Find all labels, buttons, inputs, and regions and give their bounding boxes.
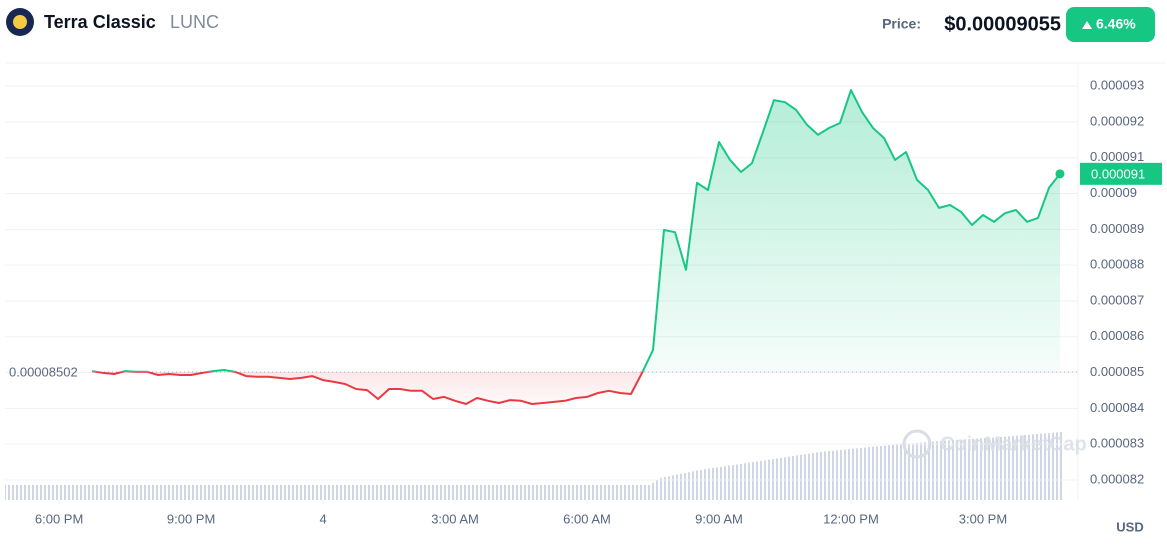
coin-logo-inner [13, 15, 27, 29]
currency: USD [1116, 519, 1143, 534]
price-caption: Price: [882, 16, 921, 32]
y-tick-label: 0.000087 [1090, 292, 1144, 307]
x-tick-label: 9:00 AM [695, 511, 743, 526]
x-tick-label: 12:00 PM [823, 511, 879, 526]
y-tick-label: 0.000085 [1090, 364, 1144, 379]
watermark: CoinMarketCap [940, 433, 1087, 455]
y-tick-label: 0.000082 [1090, 471, 1144, 486]
change-badge [1066, 7, 1155, 42]
current-dot [1055, 169, 1065, 179]
y-tick-label: 0.000091 [1090, 149, 1144, 164]
volume-decoration [5, 432, 1062, 500]
y-tick-label: 0.000089 [1090, 221, 1144, 236]
x-tick-label: 3:00 AM [431, 511, 479, 526]
x-tick-label: 6:00 AM [563, 511, 611, 526]
y-tick-label: 0.000088 [1090, 257, 1144, 272]
y-tick-label: 0.000093 [1090, 78, 1144, 93]
price-area [92, 90, 1061, 404]
current-label: 0.000091 [1091, 166, 1145, 181]
y-tick-label: 0.000083 [1090, 436, 1144, 451]
price: $0.00009055 [944, 13, 1061, 35]
y-tick-label: 0.00009 [1090, 185, 1137, 200]
y-tick-label: 0.000084 [1090, 400, 1144, 415]
price-line [91, 89, 1061, 405]
coin-name: Terra Classic [44, 12, 156, 32]
current-badge [1080, 162, 1162, 185]
y-tick-label: 0.000086 [1090, 328, 1144, 343]
change: 6.46% [1096, 16, 1136, 32]
y-tick-label: 0.000092 [1090, 113, 1144, 128]
baseline-label: 0.00008502 [9, 364, 78, 379]
x-tick-label: 9:00 PM [167, 511, 215, 526]
x-tick-label: 4 [319, 511, 326, 526]
x-tick-label: 6:00 PM [35, 511, 83, 526]
up-arrow [1082, 21, 1092, 29]
coin-symbol: LUNC [170, 12, 219, 32]
watermark-logo [902, 429, 932, 459]
x-tick-label: 3:00 PM [959, 511, 1007, 526]
